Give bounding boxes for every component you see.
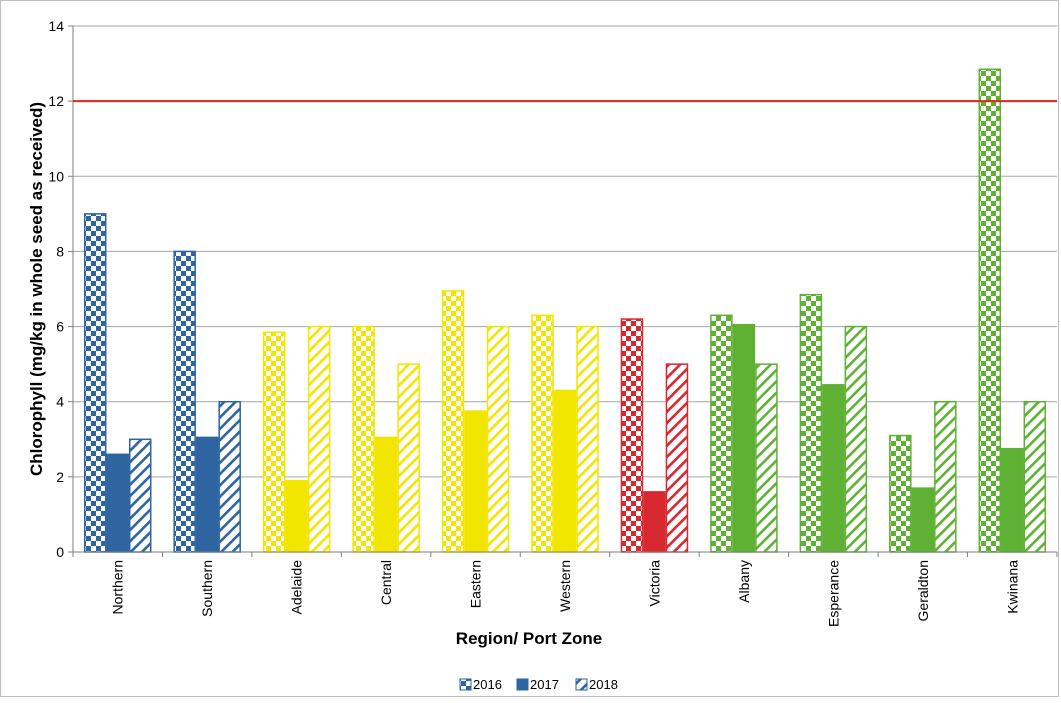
bar-western-2017 [553, 389, 577, 553]
y-tick-label: 4 [56, 394, 64, 410]
bar-albany-2016 [710, 314, 733, 553]
x-tick-label: Northern [110, 560, 126, 614]
bar-victoria-2018 [665, 363, 689, 553]
y-tick-label: 0 [56, 544, 64, 560]
bar-geraldton-2018 [934, 400, 957, 553]
x-tick-label: Eastern [468, 560, 484, 608]
x-tick-label: Albany [736, 560, 752, 603]
bar-kwinana-2017 [1001, 447, 1024, 553]
bar-adelaide-2016 [262, 331, 286, 553]
bar-northern-2017 [106, 453, 129, 553]
bar-albany-2018 [755, 363, 778, 553]
legend-swatch-2016 [459, 678, 472, 691]
y-tick-label: 8 [56, 243, 64, 259]
bar-kwinana-2018 [1023, 400, 1047, 553]
labels: 0 2 4 6 8 10 12 14 Northern Southern Adelaide Centr… [48, 18, 1020, 627]
axes [68, 25, 1058, 557]
bar-esperance-2018 [844, 325, 868, 553]
bar-southern-2017 [195, 436, 219, 553]
bar-northern-2016 [83, 213, 107, 553]
y-tick-label: 10 [48, 168, 64, 184]
x-tick-label: Victoria [646, 560, 662, 607]
y-tick-label: 14 [48, 18, 64, 34]
bar-central-2017 [374, 436, 398, 553]
y-tick-label: 2 [56, 469, 64, 485]
bar-kwinana-2016 [978, 68, 1002, 553]
x-tick-label: Geraldton [915, 560, 931, 621]
bar-esperance-2016 [799, 293, 823, 553]
legend-swatch-2017 [516, 678, 529, 691]
legend-label-2016: 2016 [473, 677, 502, 692]
bar-southern-2018 [218, 400, 241, 553]
bar-victoria-2017 [643, 491, 666, 553]
bar-victoria-2016 [620, 318, 644, 553]
bar-geraldton-2016 [889, 434, 912, 553]
x-tick-label: Adelaide [289, 560, 305, 615]
legend: 2016 2017 2018 [459, 677, 618, 692]
bar-albany-2017 [732, 323, 756, 553]
bar-adelaide-2017 [285, 479, 308, 553]
bar-northern-2018 [128, 438, 152, 553]
bar-eastern-2017 [464, 410, 487, 553]
legend-label-2018: 2018 [589, 677, 618, 692]
bar-adelaide-2018 [307, 325, 331, 553]
x-tick-label: Southern [199, 560, 215, 617]
legend-label-2017: 2017 [530, 677, 559, 692]
x-tick-label: Central [378, 560, 394, 605]
bar-southern-2016 [173, 250, 196, 553]
y-tick-label: 6 [56, 319, 64, 335]
x-tick-label: Western [557, 560, 573, 612]
legend-swatch-2018 [575, 678, 588, 691]
bar-esperance-2017 [822, 384, 845, 553]
y-axis-title: Chlorophyll (mg/kg in whole seed as rece… [27, 102, 46, 476]
bar-central-2016 [352, 325, 375, 553]
bar-eastern-2018 [486, 325, 510, 553]
bars [83, 68, 1047, 553]
x-axis-title: Region/ Port Zone [456, 629, 602, 648]
bar-eastern-2016 [441, 290, 465, 553]
bar-western-2018 [576, 325, 599, 553]
bar-central-2018 [397, 363, 420, 553]
x-tick-label: Kwinana [1004, 560, 1020, 614]
bar-geraldton-2017 [911, 487, 935, 553]
y-tick-label: 12 [48, 93, 64, 109]
bar-western-2016 [531, 314, 554, 553]
x-tick-label: Esperance [825, 560, 841, 627]
